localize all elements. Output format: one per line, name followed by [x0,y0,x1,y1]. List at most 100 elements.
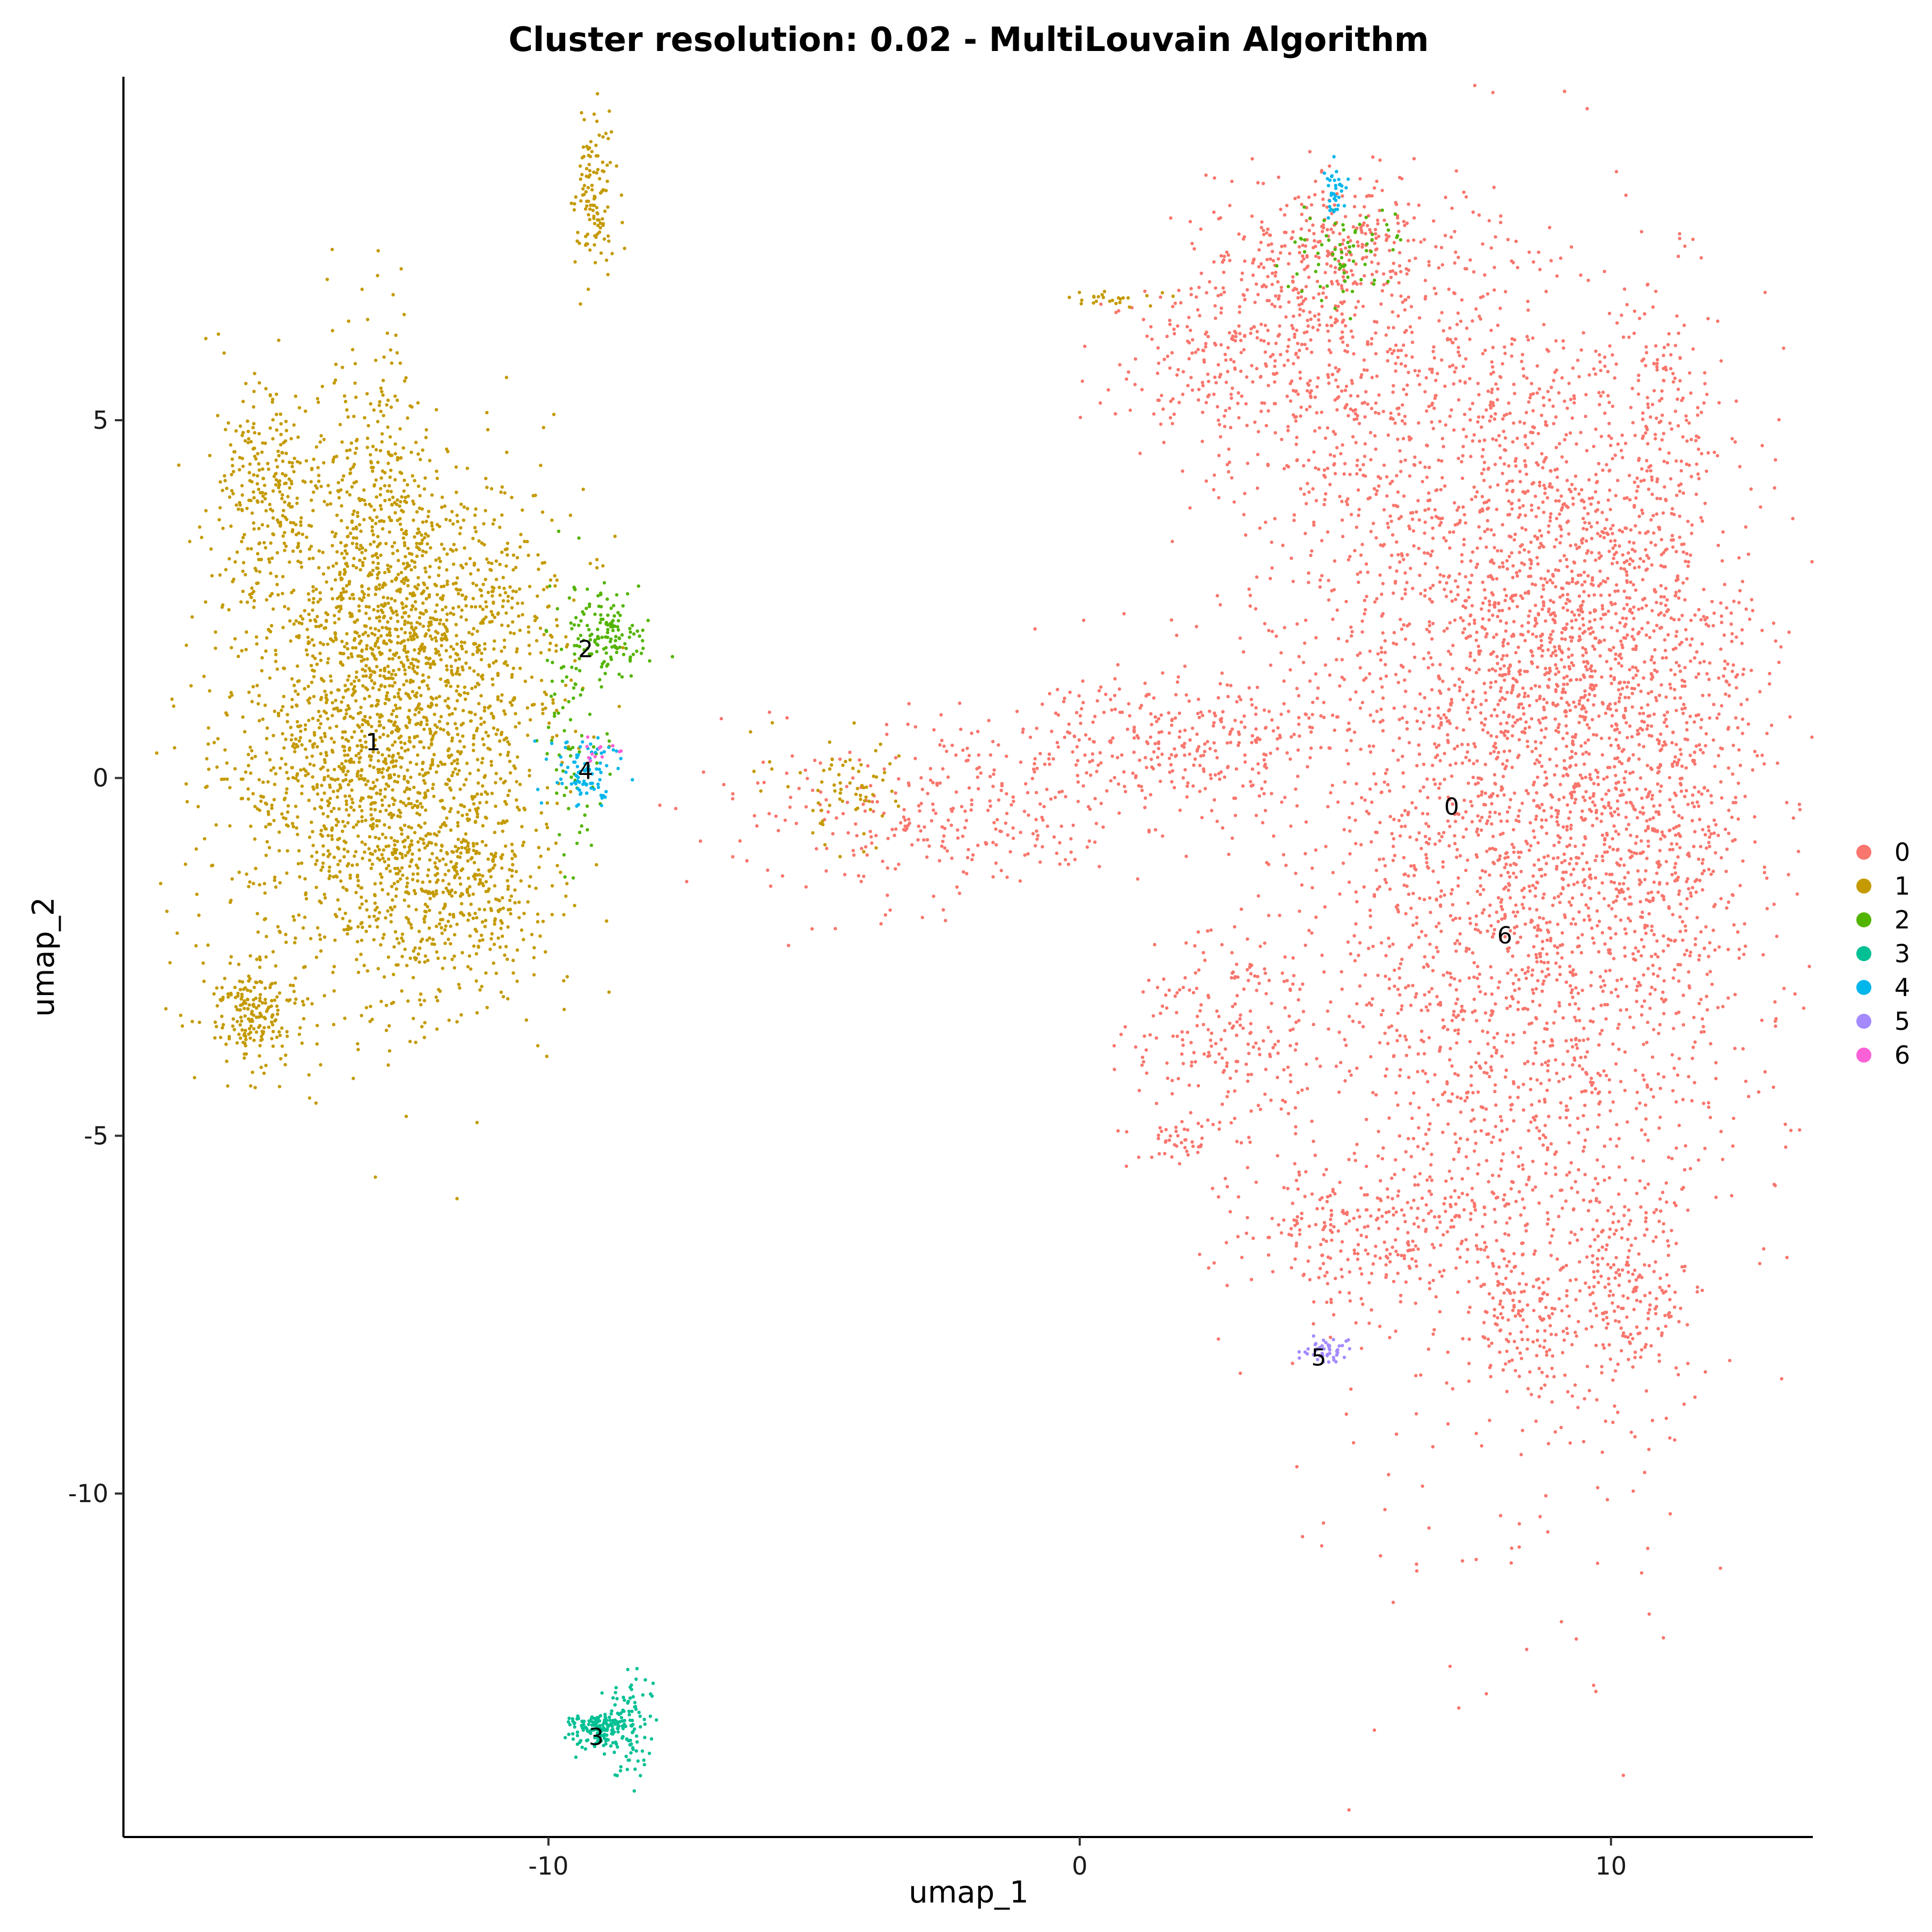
point-cluster-0 [1321,1238,1326,1241]
point-cluster-0 [1674,833,1678,837]
point-cluster-0 [1413,867,1417,870]
point-cluster-0 [1417,518,1421,522]
point-cluster-0 [1489,1013,1493,1018]
point-cluster-0 [1480,455,1484,458]
point-cluster-0 [1399,460,1403,464]
point-cluster-0 [1254,814,1258,817]
point-cluster-0 [1291,288,1296,292]
point-cluster-0 [1568,1241,1572,1245]
point-cluster-0 [1259,409,1263,413]
point-cluster-0 [1735,399,1738,403]
point-cluster-0 [1744,607,1748,611]
point-cluster-0 [1631,804,1635,808]
point-cluster-0 [1612,900,1615,904]
point-cluster-0 [1598,639,1601,643]
point-cluster-0 [1563,916,1567,919]
point-cluster-0 [1564,433,1568,437]
point-cluster-0 [1644,1211,1648,1214]
point-cluster-0 [1540,643,1543,648]
point-cluster-0 [1620,530,1624,533]
point-cluster-0 [1317,292,1321,296]
point-cluster-0 [1516,605,1519,609]
point-cluster-0 [1438,663,1442,667]
point-cluster-0 [1260,225,1263,230]
point-cluster-0 [1666,608,1670,612]
point-cluster-0 [1370,407,1374,411]
point-cluster-0 [1548,398,1552,402]
point-cluster-0 [1531,392,1535,396]
point-cluster-0 [1553,717,1557,721]
point-cluster-0 [1494,680,1498,684]
point-cluster-0 [1470,550,1475,554]
point-cluster-0 [1580,1067,1584,1071]
point-cluster-0 [1646,556,1651,560]
point-cluster-0 [1523,639,1527,642]
point-cluster-0 [1553,619,1556,623]
point-cluster-0 [1699,998,1703,1001]
point-cluster-0 [1617,1048,1621,1051]
point-cluster-0 [1448,983,1452,987]
point-cluster-0 [1422,1040,1425,1044]
point-cluster-0 [1758,1262,1762,1265]
point-cluster-0 [1428,1287,1432,1291]
point-cluster-0 [1423,520,1427,524]
point-cluster-0 [1451,363,1455,367]
point-cluster-0 [1278,251,1283,255]
point-cluster-0 [1297,1170,1301,1174]
point-cluster-0 [1311,326,1315,330]
point-cluster-0 [1494,438,1498,442]
point-cluster-0 [1162,357,1166,361]
point-cluster-0 [1434,378,1438,382]
point-cluster-0 [1405,272,1409,276]
point-cluster-0 [1360,700,1364,705]
point-cluster-0 [1340,1240,1344,1244]
point-cluster-0 [1333,462,1336,466]
point-cluster-0 [1460,1191,1465,1195]
point-cluster-0 [1616,847,1620,851]
point-cluster-0 [1671,507,1674,511]
point-cluster-0 [1578,604,1583,609]
point-cluster-0 [1472,961,1476,965]
point-cluster-0 [1597,950,1601,954]
point-cluster-0 [1513,532,1517,536]
point-cluster-0 [1540,989,1544,993]
point-cluster-0 [1594,684,1598,687]
point-cluster-0 [1207,393,1211,397]
point-cluster-0 [1417,369,1421,373]
point-cluster-0 [1620,762,1624,766]
point-cluster-0 [1507,554,1511,559]
point-cluster-0 [1504,862,1508,866]
point-cluster-0 [1342,299,1346,304]
point-cluster-0 [1434,393,1438,398]
point-cluster-0 [1558,525,1562,529]
point-cluster-0 [1375,887,1379,891]
point-cluster-0 [1512,1119,1516,1123]
point-cluster-0 [1398,993,1402,997]
point-cluster-0 [1377,475,1380,479]
point-cluster-0 [1585,668,1589,672]
point-cluster-0 [1553,645,1556,649]
point-cluster-0 [1309,203,1313,207]
point-cluster-0 [1600,625,1605,630]
point-cluster-0 [1523,971,1527,975]
point-cluster-0 [1366,402,1370,406]
point-cluster-0 [1361,256,1365,260]
point-cluster-0 [1492,708,1497,712]
point-cluster-0 [1511,599,1514,603]
point-cluster-0 [1619,1008,1622,1012]
point-cluster-0 [1270,282,1274,287]
point-cluster-0 [1599,819,1603,823]
point-cluster-0 [1646,487,1651,491]
point-cluster-0 [1372,487,1377,491]
point-cluster-0 [1349,1073,1353,1077]
point-cluster-0 [1344,246,1348,250]
point-cluster-0 [1680,764,1684,768]
point-cluster-0 [1439,521,1443,525]
point-cluster-0 [1625,573,1629,577]
point-cluster-0 [1532,991,1535,995]
point-cluster-0 [1637,565,1641,569]
point-cluster-0 [1359,228,1363,232]
point-cluster-0 [1383,1507,1387,1512]
point-cluster-0 [1549,469,1553,473]
point-cluster-0 [1391,749,1395,752]
